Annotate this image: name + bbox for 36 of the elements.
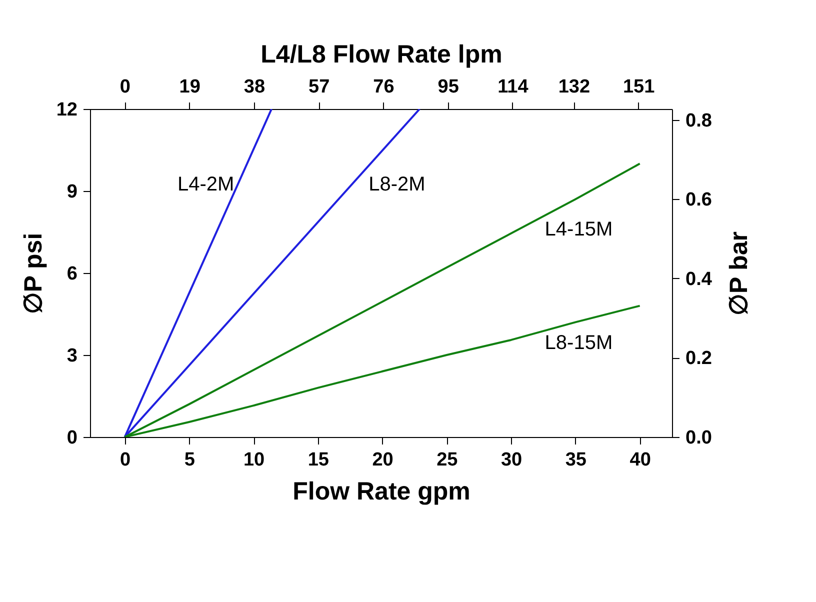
x2-tick-label: 38 (244, 76, 266, 98)
y-tick-label: 6 (66, 264, 78, 284)
series-label: L4-15M (544, 218, 613, 241)
x-tick-label: 30 (500, 450, 522, 470)
y-tick-label: 0 (66, 428, 78, 448)
y2-tick-label: 0.4 (686, 268, 712, 290)
x-tick-label: 35 (565, 450, 587, 470)
x-tick-label: 5 (184, 450, 196, 470)
y2-tick-label: 0.6 (686, 190, 712, 211)
x-tick-label: 0 (120, 450, 131, 470)
x-axis-title: Flow Rate gpm (292, 478, 470, 506)
x2-tick-label: 76 (373, 76, 394, 98)
y-axis-title: ∅P psi (19, 232, 48, 314)
y2-tick-label: 0.2 (686, 348, 712, 370)
series-label: L8-2M (368, 174, 426, 196)
y2-axis-title: ∅P bar (724, 231, 753, 316)
x2-tick-label: 151 (622, 76, 656, 98)
x2-tick-label: 0 (120, 76, 130, 98)
y-tick-label: 12 (56, 100, 78, 120)
x2-tick-label: 114 (498, 76, 529, 98)
series-label: L8-15M (544, 332, 613, 354)
y2-tick-label: 0.0 (686, 428, 712, 448)
x2-tick-label: 19 (179, 76, 200, 98)
x-tick-label: 20 (372, 450, 394, 470)
x-tick-label: 15 (308, 450, 330, 470)
y-tick-label: 3 (66, 346, 78, 366)
x2-tick-label: 57 (308, 76, 330, 98)
x2-axis-title: L4/L8 Flow Rate lpm (260, 40, 502, 68)
series-label: L4-2M (177, 174, 234, 196)
x-tick-label: 10 (243, 450, 265, 470)
x2-tick-label: 132 (558, 76, 590, 98)
y2-tick-label: 0.8 (686, 110, 712, 132)
x2-tick-label: 95 (438, 76, 460, 98)
y-tick-label: 9 (66, 182, 78, 202)
x-tick-label: 25 (436, 450, 458, 470)
x-tick-label: 40 (630, 450, 651, 470)
